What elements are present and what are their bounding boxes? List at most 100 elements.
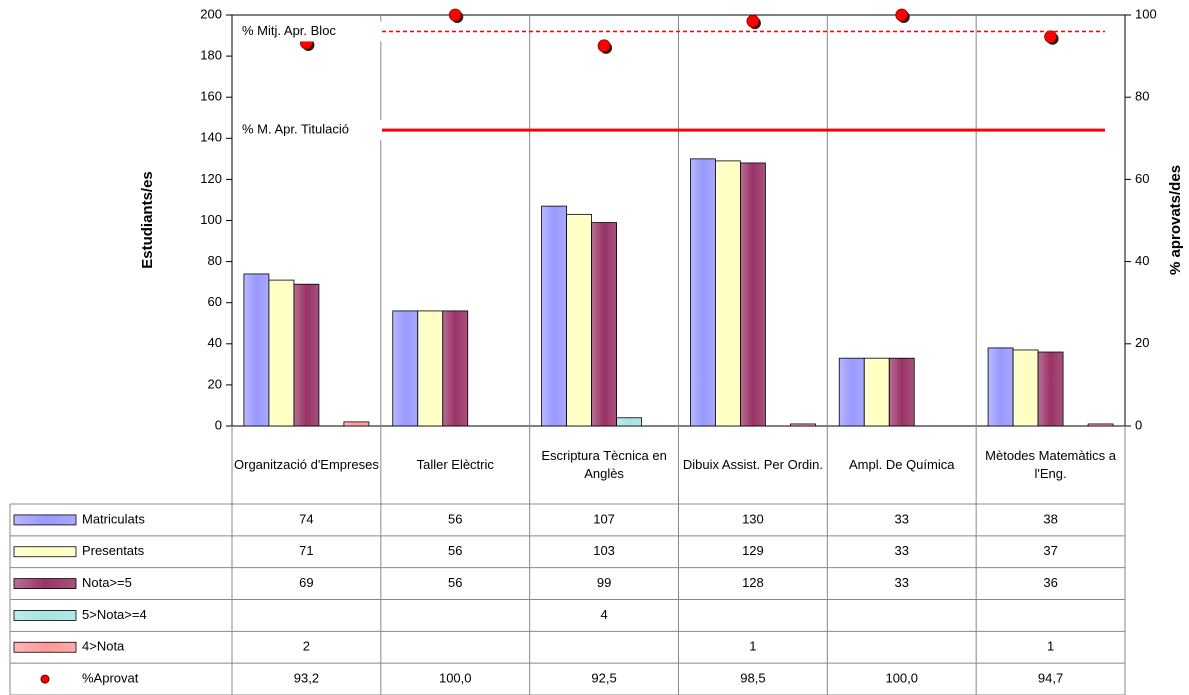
bar: [690, 158, 716, 427]
point: [895, 8, 909, 22]
bar: [863, 357, 890, 427]
legend-swatch: [13, 641, 77, 653]
y-tick-label: 200: [200, 6, 222, 21]
x-tick-label: Mètodes Matemàtics a l'Eng.: [985, 448, 1116, 481]
category-cell: Escriptura Tècnica en Anglès: [541, 448, 667, 481]
bar: [715, 160, 741, 427]
table-cell: 98,5: [740, 671, 765, 686]
bar: [293, 283, 320, 427]
point: [448, 8, 462, 22]
y-tick-label: 160: [200, 89, 222, 104]
table-cell: 69: [299, 575, 313, 590]
bar: [566, 213, 592, 427]
table-cell: 56: [448, 511, 462, 526]
table-cell: 1: [1047, 639, 1054, 654]
y-tick-label: 120: [200, 171, 222, 186]
table-cell: 100,0: [885, 671, 918, 686]
reference-label-bg: [236, 120, 382, 141]
legend-swatch: [13, 546, 77, 558]
y-tick-label: 140: [200, 130, 222, 145]
table-cell: 33: [895, 543, 909, 558]
y-tick-label: 60: [208, 294, 222, 309]
y2-axis-label: % aprovats/des: [1167, 165, 1184, 275]
legend-swatch: [13, 514, 77, 526]
bar: [243, 273, 270, 427]
bar: [417, 310, 444, 427]
table-cell: 36: [1043, 575, 1057, 590]
table-cell: 1: [749, 639, 756, 654]
x-tick-label: Organització d'Empreses: [234, 457, 379, 472]
table-cell: 128: [742, 575, 764, 590]
y2-tick-label: 80: [1135, 89, 1149, 104]
legend-swatch: [13, 578, 77, 589]
table-cell: 107: [593, 511, 615, 526]
legend-label: %Aprovat: [82, 671, 139, 686]
category-cell: Ampl. De Química: [849, 457, 955, 472]
bar: [987, 347, 1014, 427]
y-tick-label: 0: [215, 417, 222, 432]
reference-label: % M. Apr. Titulació: [242, 122, 349, 137]
table-cell: 129: [742, 543, 764, 558]
legend-swatch: [13, 610, 77, 621]
legend-marker: [40, 674, 50, 684]
bar: [1037, 351, 1064, 427]
reference-label: % Mitj. Apr. Bloc: [242, 23, 336, 38]
y-tick-label: 40: [208, 335, 222, 350]
table-cell: 74: [299, 511, 313, 526]
reference-label-bg: [236, 21, 382, 42]
legend-label: 5>Nota>=4: [82, 607, 147, 622]
table-cell: 2: [303, 639, 310, 654]
table-cell: 103: [593, 543, 615, 558]
y2-tick-label: 0: [1135, 417, 1142, 432]
table-cell: 56: [448, 543, 462, 558]
x-tick-label: Ampl. De Química: [849, 457, 955, 472]
bar: [740, 162, 766, 427]
y2-tick-label: 100: [1135, 6, 1157, 21]
y2-tick-label: 60: [1135, 171, 1149, 186]
table-cell: 93,2: [294, 671, 319, 686]
table-cell: 130: [742, 511, 764, 526]
point: [746, 14, 760, 28]
legend-label: Matriculats: [82, 511, 145, 526]
bar: [591, 222, 617, 427]
table-cell: 56: [448, 575, 462, 590]
table-cell: 100,0: [439, 671, 472, 686]
table-cell: 37: [1043, 543, 1057, 558]
bar: [616, 417, 642, 427]
bar: [1087, 423, 1114, 427]
bar: [888, 357, 915, 427]
category-cell: Mètodes Matemàtics a l'Eng.: [985, 448, 1116, 481]
table-cell: 4: [600, 607, 607, 622]
table-cell: 33: [895, 575, 909, 590]
category-cell: Organització d'Empreses: [234, 457, 379, 472]
bar: [392, 310, 419, 427]
y-tick-label: 80: [208, 253, 222, 268]
bar: [790, 423, 816, 427]
x-tick-label: Taller Elèctric: [416, 457, 494, 472]
table-cell: 99: [597, 575, 611, 590]
point: [1044, 30, 1057, 44]
y-axis-label: Estudiants/es: [139, 171, 156, 269]
y-tick-label: 180: [200, 48, 222, 63]
bar: [343, 421, 370, 427]
table-cell: 71: [299, 543, 313, 558]
bar: [1012, 349, 1039, 427]
legend-label: Presentats: [82, 543, 145, 558]
x-tick-label: Dibuix Assist. Per Ordin.: [682, 457, 823, 472]
table-cell: 94,7: [1038, 671, 1063, 686]
bar: [541, 205, 567, 427]
y-tick-label: 100: [200, 212, 222, 227]
table-cell: 92,5: [591, 671, 616, 686]
y-tick-label: 20: [208, 376, 222, 391]
table-cell: 38: [1043, 511, 1057, 526]
table-cell: 33: [895, 511, 909, 526]
point: [597, 39, 611, 53]
legend-label: 4>Nota: [82, 639, 125, 654]
bar: [838, 357, 865, 427]
y2-tick-label: 20: [1135, 335, 1149, 350]
x-tick-label: Escriptura Tècnica en Anglès: [541, 448, 667, 481]
category-cell: Dibuix Assist. Per Ordin.: [682, 457, 823, 472]
y2-tick-label: 40: [1135, 253, 1149, 268]
bar: [268, 279, 295, 427]
legend-label: Nota>=5: [82, 575, 132, 590]
